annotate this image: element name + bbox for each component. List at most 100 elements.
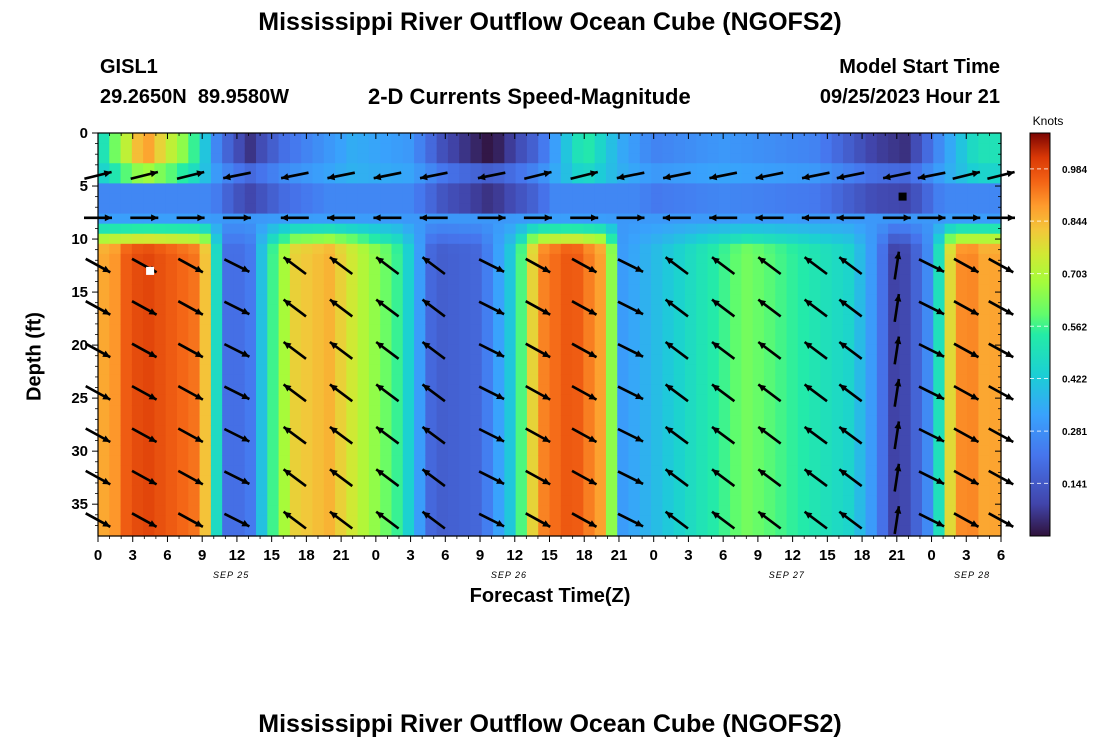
arrow-head xyxy=(327,214,335,222)
heat-cell xyxy=(583,405,596,416)
heat-cell xyxy=(820,455,833,467)
arrow-head xyxy=(588,308,597,315)
heat-cell xyxy=(955,354,968,366)
heat-cell xyxy=(594,465,607,477)
heat-cell xyxy=(515,274,528,285)
heat-cell xyxy=(323,263,336,275)
heat-cell xyxy=(526,173,539,184)
heat-cell xyxy=(549,203,562,215)
heat-cell xyxy=(346,374,359,386)
heat-cell xyxy=(741,203,754,215)
heat-cell xyxy=(177,294,189,305)
heat-cell xyxy=(707,334,720,346)
heat-cell xyxy=(662,394,675,406)
heat-cell xyxy=(673,445,686,456)
heat-cell xyxy=(289,425,302,436)
heat-cell xyxy=(447,163,460,174)
heat-cell xyxy=(380,394,393,406)
heat-cell xyxy=(515,485,528,497)
heat-cell xyxy=(842,284,855,295)
heat-cell xyxy=(346,163,359,174)
heat-cell xyxy=(504,223,517,235)
heat-cell xyxy=(289,334,302,346)
heat-cell xyxy=(470,445,483,456)
arrow-head xyxy=(542,350,551,358)
heat-cell xyxy=(978,495,991,507)
heat-cell xyxy=(899,314,912,326)
heat-cell xyxy=(730,253,742,265)
heat-cell xyxy=(797,425,810,436)
heat-cell xyxy=(436,284,449,295)
arrow-head xyxy=(496,435,505,442)
heat-cell xyxy=(256,525,268,537)
heat-cell xyxy=(967,223,980,235)
heat-cell xyxy=(707,364,720,376)
heat-cell xyxy=(278,495,291,507)
arrow-head xyxy=(1005,350,1014,358)
heat-cell xyxy=(955,525,968,537)
heat-cell xyxy=(854,415,867,426)
heat-cell xyxy=(583,223,596,235)
heat-cell xyxy=(955,223,968,235)
heat-cell xyxy=(921,203,934,215)
heat-cell xyxy=(244,405,257,416)
heat-cell xyxy=(368,505,381,517)
heat-cell xyxy=(312,415,325,426)
heat-cell xyxy=(899,485,912,497)
current-arrow xyxy=(711,383,736,403)
heat-cell xyxy=(278,143,291,154)
heat-cell xyxy=(459,475,472,487)
heat-cell xyxy=(165,243,178,255)
arrow-head xyxy=(635,392,644,400)
heat-cell xyxy=(696,133,709,144)
heat-cell xyxy=(414,243,426,255)
heat-cell xyxy=(684,384,697,396)
heat-cell xyxy=(402,133,415,144)
heat-cell xyxy=(899,394,912,406)
heat-cell xyxy=(639,374,652,386)
current-arrow xyxy=(952,170,981,181)
heat-cell xyxy=(120,163,133,174)
heat-cell xyxy=(267,153,280,164)
heat-cell xyxy=(820,314,833,326)
heat-cell xyxy=(120,233,133,245)
heat-cell xyxy=(594,304,607,315)
current-arrow xyxy=(918,300,945,316)
current-arrow xyxy=(130,170,159,181)
heat-cell xyxy=(651,314,663,326)
heat-cell xyxy=(673,344,686,356)
heat-cell xyxy=(109,294,122,305)
heat-cell xyxy=(459,304,472,315)
heat-cell xyxy=(244,294,257,305)
heat-cell xyxy=(188,243,201,255)
arrow-head xyxy=(970,435,979,442)
heat-cell xyxy=(154,515,167,527)
heat-cell xyxy=(177,183,189,195)
heat-cell xyxy=(301,253,314,265)
heat-cell xyxy=(967,284,980,295)
heat-cell xyxy=(775,465,788,477)
heat-cell xyxy=(368,384,381,396)
heat-cell xyxy=(673,435,686,446)
heat-cell xyxy=(955,243,968,255)
heat-cell xyxy=(470,344,483,356)
heat-cell xyxy=(662,364,675,376)
heat-cell xyxy=(504,394,517,406)
heat-cell xyxy=(98,163,110,174)
heat-cell xyxy=(989,394,1002,406)
heat-cell xyxy=(876,364,889,376)
heat-cell xyxy=(955,143,968,154)
heat-cell xyxy=(594,233,607,245)
heat-cell xyxy=(684,183,697,195)
current-arrow xyxy=(918,427,945,443)
heat-cell xyxy=(301,445,314,456)
heat-cell xyxy=(763,384,776,396)
heat-cell xyxy=(109,485,122,497)
heat-cell xyxy=(391,163,404,174)
heat-cell xyxy=(876,153,889,164)
arrow-head xyxy=(241,350,250,357)
heat-cell xyxy=(718,455,731,467)
current-arrow xyxy=(525,427,551,444)
heat-cell xyxy=(786,415,799,426)
heat-cell xyxy=(120,374,133,386)
